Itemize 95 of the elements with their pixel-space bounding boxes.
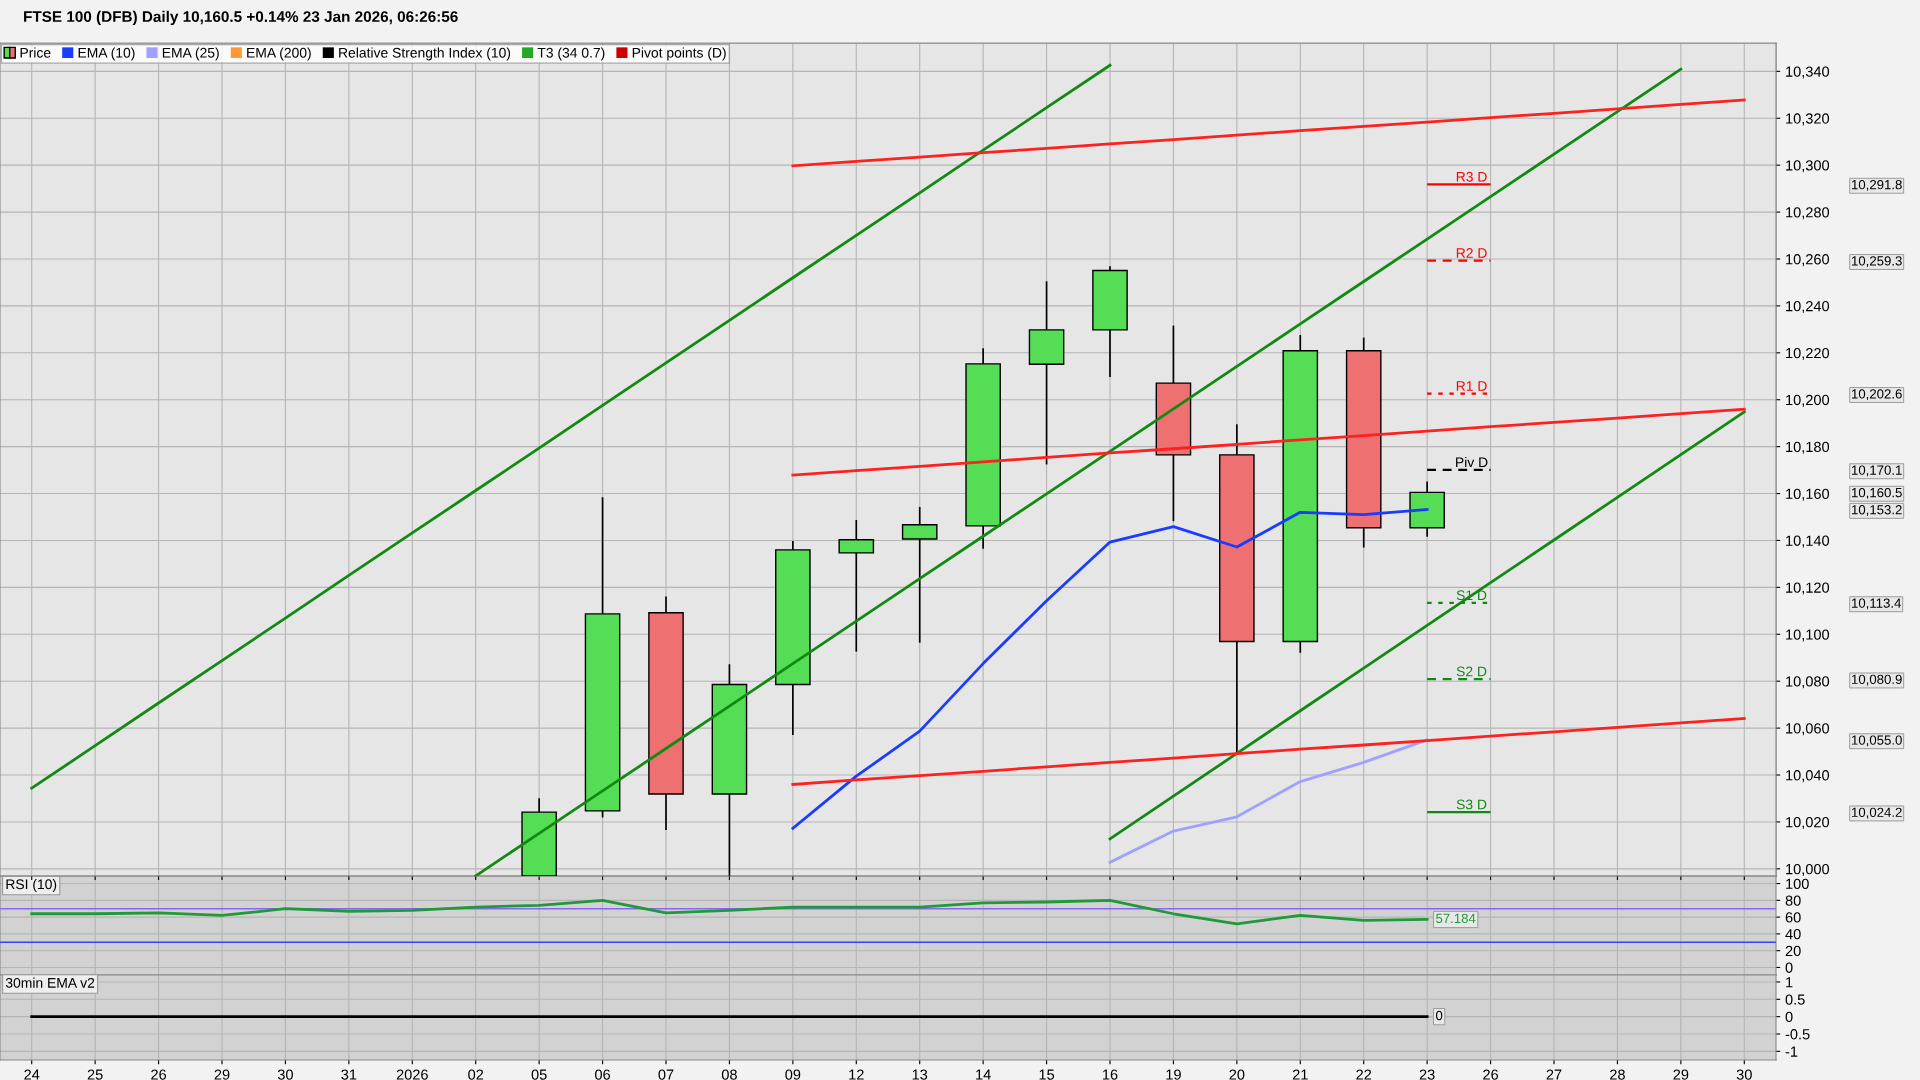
x-tick-label: 26 — [151, 1069, 167, 1080]
y-tick-label: 80 — [1785, 895, 1801, 906]
legend-label: Relative Strength Index (10) — [339, 47, 511, 61]
x-tick-label: 22 — [1356, 1069, 1372, 1080]
y-tick-label: 20 — [1785, 945, 1801, 957]
chart-title: 30min EMA v2 — [5, 977, 95, 988]
ref-line-label: R2 D — [1456, 248, 1487, 258]
y-tick-label: 0 — [1785, 962, 1793, 973]
y-tick-label: 0.5 — [1785, 994, 1805, 1005]
x-tick-label: 26 — [1483, 1069, 1499, 1080]
candlestick — [901, 506, 938, 644]
x-tick-label: 08 — [721, 1069, 737, 1080]
y2-tick-label: 10,113.4 — [1852, 598, 1901, 610]
y2-tick-label: 10,291.8 — [1852, 179, 1902, 191]
x-tick-label: 12 — [849, 1069, 864, 1080]
line-series — [791, 98, 1746, 168]
y-tick-label: 10,080 — [1786, 676, 1830, 689]
y-tick-label: 10,060 — [1786, 723, 1830, 736]
x-tick-label: 29 — [214, 1069, 230, 1080]
x-tick-label: 30 — [1736, 1069, 1752, 1080]
y-tick-label: 40 — [1785, 929, 1801, 940]
ref-line-label: R1 D — [1456, 381, 1487, 391]
y2-tick-label: 10,202.6 — [1852, 389, 1902, 401]
y-tick-label: -0.5 — [1785, 1029, 1810, 1040]
y-tick-label: 10,180 — [1786, 441, 1830, 454]
x-tick-label: 2026 — [396, 1069, 428, 1080]
y-tick-label: 10,240 — [1786, 301, 1830, 314]
line-series — [30, 63, 1112, 790]
y2-tick-label: 10,153.2 — [1852, 505, 1902, 516]
x-tick-label: 05 — [531, 1069, 547, 1080]
x-tick-label: 14 — [976, 1069, 991, 1080]
x-tick-label: 06 — [595, 1069, 611, 1080]
x-tick-label: 20 — [1229, 1069, 1245, 1080]
y-tick-label: 10,260 — [1786, 254, 1830, 267]
data-label: 57.184 — [1436, 913, 1476, 924]
y2-tick-label: 10,170.1 — [1852, 465, 1902, 477]
y2-tick-label: 10,160.5 — [1852, 487, 1902, 499]
x-tick-label: 13 — [912, 1069, 928, 1080]
candlestick — [838, 519, 875, 653]
chart-title: RSI (10) — [6, 878, 57, 892]
x-tick-label: 07 — [658, 1069, 674, 1080]
legend-label: Pivot points (D) — [632, 47, 726, 61]
line-series — [791, 407, 1746, 477]
x-tick-label: 09 — [785, 1069, 801, 1080]
ref-line-label: S3 D — [1456, 799, 1487, 810]
legend-label: T3 (34 0.7) — [537, 47, 605, 61]
y-tick-label: 10,140 — [1786, 535, 1830, 548]
y-tick-label: 10,100 — [1786, 629, 1830, 642]
x-tick-label: 24 — [24, 1069, 40, 1080]
line-series — [791, 717, 1746, 786]
legend-label: EMA (200) — [247, 47, 311, 61]
y-tick-label: 1 — [1786, 977, 1793, 988]
x-tick-label: 15 — [1039, 1069, 1055, 1080]
ref-line-label: S2 D — [1456, 666, 1487, 677]
x-tick-label: 30 — [277, 1069, 293, 1080]
legend-label: Price — [20, 47, 51, 58]
legend-label: EMA (10) — [78, 47, 135, 61]
chart-title: FTSE 100 (DFB) Daily 10,160.5 +0.14% 23 Jan 2026, 06:26:56 — [24, 10, 458, 26]
y-tick-label: 10,160 — [1786, 488, 1830, 501]
y2-tick-label: 10,080.9 — [1852, 674, 1902, 686]
y-tick-label: 10,280 — [1786, 207, 1830, 220]
y-tick-label: 10,200 — [1786, 394, 1830, 407]
line-series — [1108, 410, 1746, 841]
x-tick-label: 16 — [1103, 1069, 1118, 1080]
y-tick-label: 100 — [1786, 878, 1809, 889]
y-tick-label: 10,340 — [1786, 66, 1830, 79]
x-tick-label: 21 — [1292, 1069, 1308, 1080]
x-tick-label: 25 — [87, 1069, 103, 1080]
y2-tick-label: 10,259.3 — [1852, 256, 1902, 268]
y-tick-label: 10,000 — [1786, 863, 1830, 876]
y-tick-label: 10,040 — [1786, 770, 1830, 783]
x-tick-label: 28 — [1610, 1069, 1625, 1080]
y-tick-label: 60 — [1785, 912, 1801, 923]
x-tick-label: 19 — [1166, 1069, 1181, 1080]
y-tick-label: 10,300 — [1786, 160, 1830, 173]
line-series — [30, 898, 1429, 926]
y-tick-label: 10,320 — [1786, 113, 1830, 126]
x-tick-label: 29 — [1673, 1069, 1689, 1080]
y-tick-label: 10,220 — [1786, 347, 1830, 360]
x-tick-label: 31 — [341, 1069, 357, 1080]
y-tick-label: 0 — [1785, 1011, 1793, 1023]
legend-label: EMA (25) — [162, 47, 219, 61]
x-tick-label: 23 — [1419, 1069, 1435, 1080]
ref-line-label: Piv D — [1456, 456, 1488, 467]
y-tick-label: 10,020 — [1786, 817, 1830, 830]
line-series — [1108, 738, 1429, 864]
y2-tick-label: 10,024.2 — [1852, 807, 1902, 819]
y2-tick-label: 10,055.0 — [1852, 735, 1902, 747]
ref-line-label: R3 D — [1456, 171, 1487, 182]
x-tick-label: 02 — [468, 1069, 484, 1080]
line-series — [474, 67, 1683, 876]
y-tick-label: -1 — [1785, 1046, 1798, 1057]
y-tick-label: 10,120 — [1786, 582, 1830, 595]
data-label: 0 — [1435, 1010, 1443, 1021]
x-tick-label: 27 — [1546, 1069, 1562, 1080]
